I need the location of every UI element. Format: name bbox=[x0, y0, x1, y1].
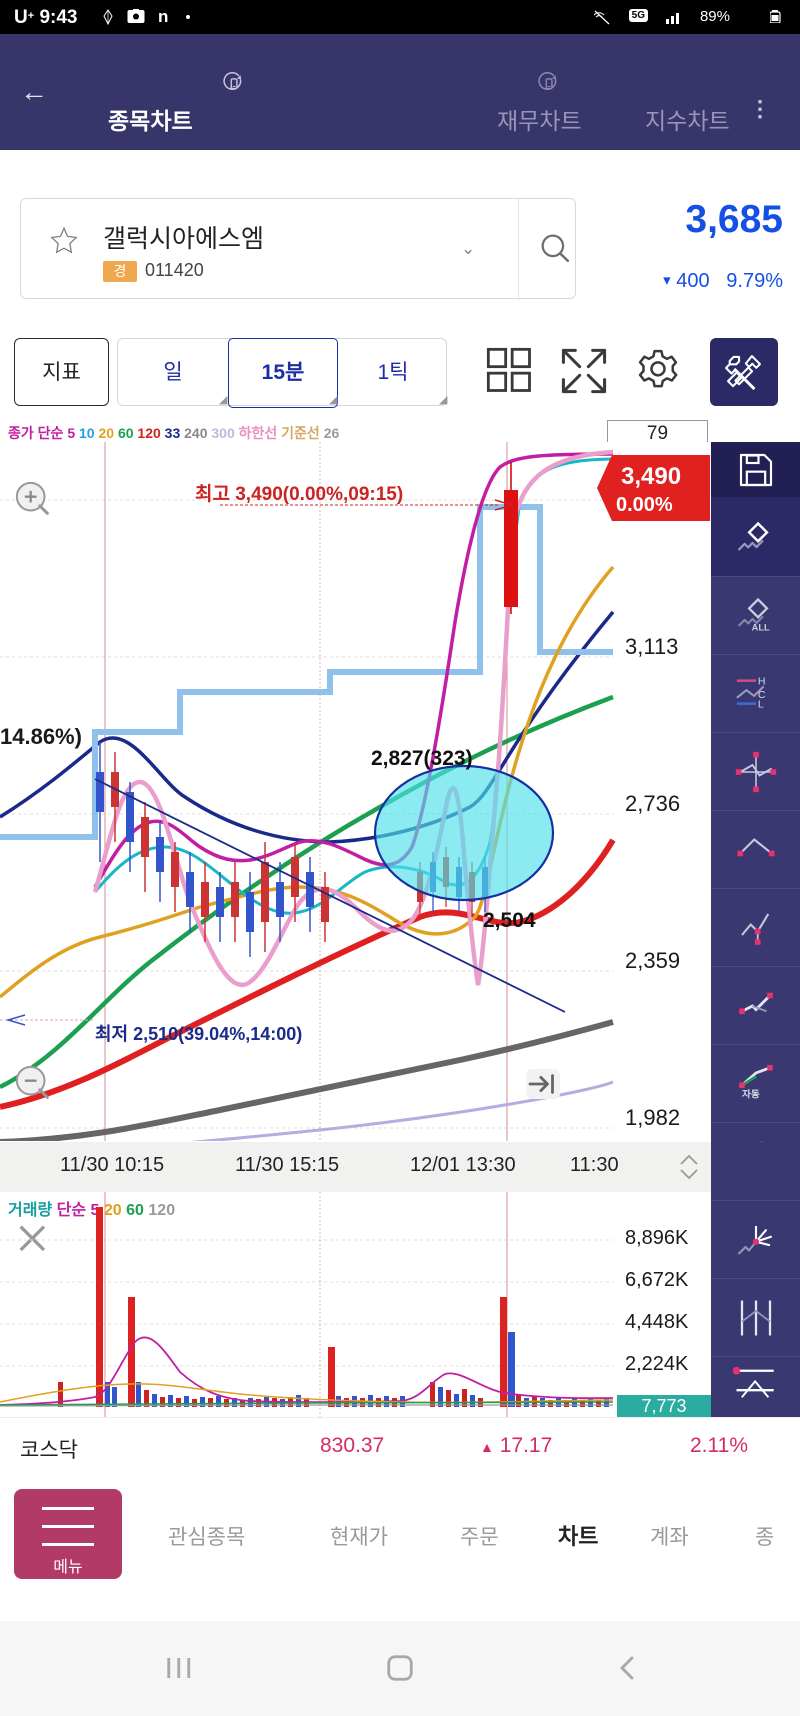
svg-text:6,672K: 6,672K bbox=[625, 1269, 689, 1291]
svg-text:8,896K: 8,896K bbox=[625, 1227, 689, 1249]
svg-text:14.86%): 14.86%) bbox=[0, 724, 82, 749]
svg-text:2,224K: 2,224K bbox=[625, 1353, 689, 1375]
svg-text:최고 3,490(0.00%,09:15): 최고 3,490(0.00%,09:15) bbox=[195, 483, 403, 505]
svg-text:L: L bbox=[758, 698, 764, 710]
svg-text:3,113: 3,113 bbox=[625, 634, 678, 659]
svg-text:최저 2,510(39.04%,14:00): 최저 2,510(39.04%,14:00) bbox=[95, 1024, 302, 1044]
svg-text:자동: 자동 bbox=[742, 1089, 760, 1101]
svg-text:1,982: 1,982 bbox=[625, 1105, 680, 1130]
svg-text:H: H bbox=[758, 675, 766, 687]
svg-text:2,827(323): 2,827(323) bbox=[371, 747, 473, 770]
svg-text:2,736: 2,736 bbox=[625, 791, 680, 816]
svg-text:ALL: ALL bbox=[752, 622, 770, 632]
svg-text:4,448K: 4,448K bbox=[625, 1311, 689, 1333]
svg-text:2,359: 2,359 bbox=[625, 948, 680, 973]
svg-text:0.00%: 0.00% bbox=[616, 494, 673, 516]
svg-text:2,504: 2,504 bbox=[483, 909, 536, 932]
svg-text:3,490: 3,490 bbox=[621, 463, 681, 490]
